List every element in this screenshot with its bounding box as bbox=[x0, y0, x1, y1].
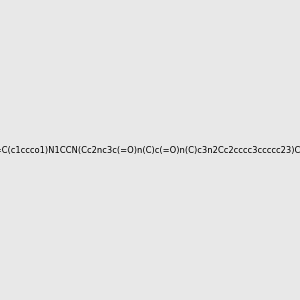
Text: O=C(c1ccco1)N1CCN(Cc2nc3c(=O)n(C)c(=O)n(C)c3n2Cc2cccc3ccccc23)CC1: O=C(c1ccco1)N1CCN(Cc2nc3c(=O)n(C)c(=O)n(… bbox=[0, 146, 300, 154]
